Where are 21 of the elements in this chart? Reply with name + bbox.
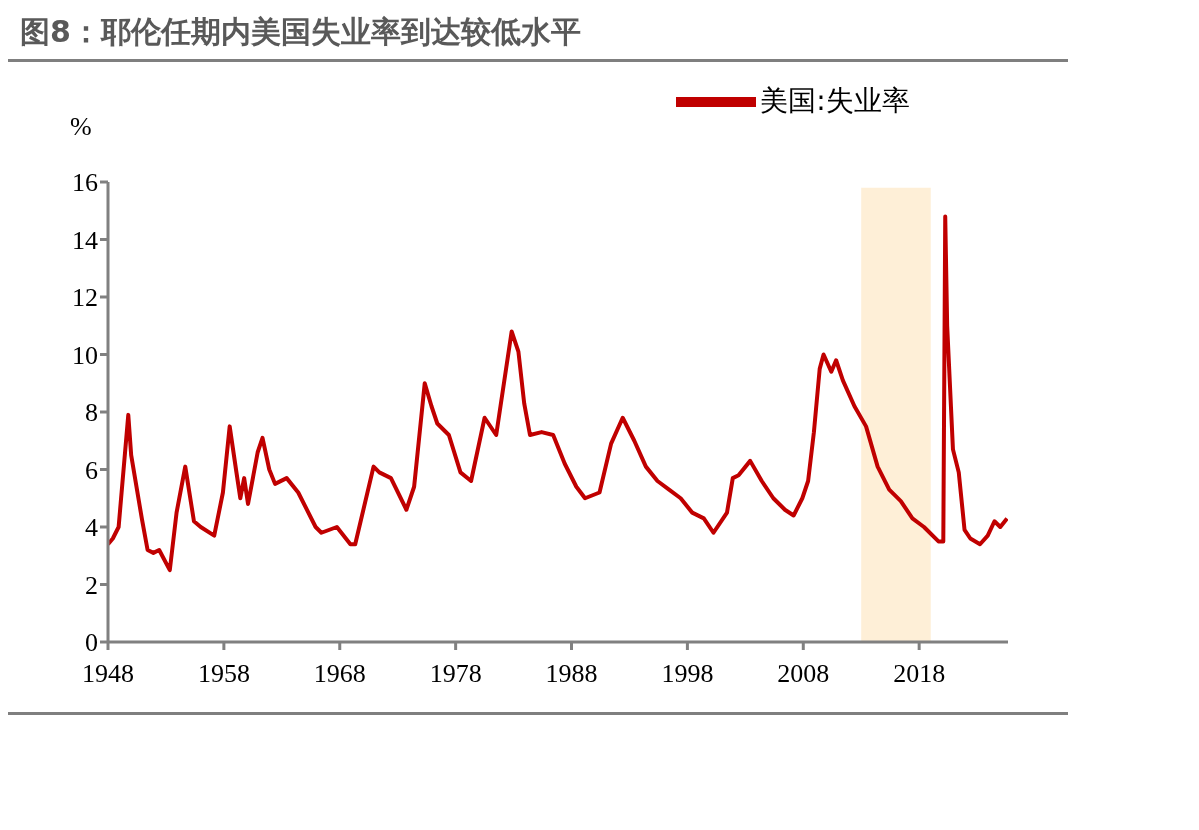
y-tick-label: 8 <box>85 398 98 428</box>
x-tick-label: 1948 <box>82 659 134 689</box>
x-tick-label: 1998 <box>661 659 714 689</box>
y-tick-label: 4 <box>85 513 98 543</box>
line-series <box>108 214 1008 573</box>
y-tick-label: 0 <box>85 628 98 658</box>
chart-title: 图8：耶伦任期内美国失业率到达较低水平 <box>8 8 1068 62</box>
x-tick-label: 1958 <box>197 659 250 689</box>
y-tick-label: 10 <box>72 340 98 370</box>
x-tick-label: 2008 <box>777 659 830 689</box>
y-tick-label: 16 <box>72 168 98 198</box>
y-tick-label: 12 <box>72 283 98 313</box>
legend-label: 美国:失业率 <box>760 84 910 117</box>
x-tick-label: 1968 <box>313 659 366 689</box>
x-tick-label: 1978 <box>429 659 482 689</box>
x-tick-label: 1988 <box>545 659 598 689</box>
x-tick-label: 2018 <box>893 659 946 689</box>
y-tick-label: 14 <box>72 225 98 255</box>
y-tick-label: 2 <box>85 570 98 600</box>
y-axis-title: % <box>70 112 92 142</box>
y-tick-label: 6 <box>85 455 98 485</box>
